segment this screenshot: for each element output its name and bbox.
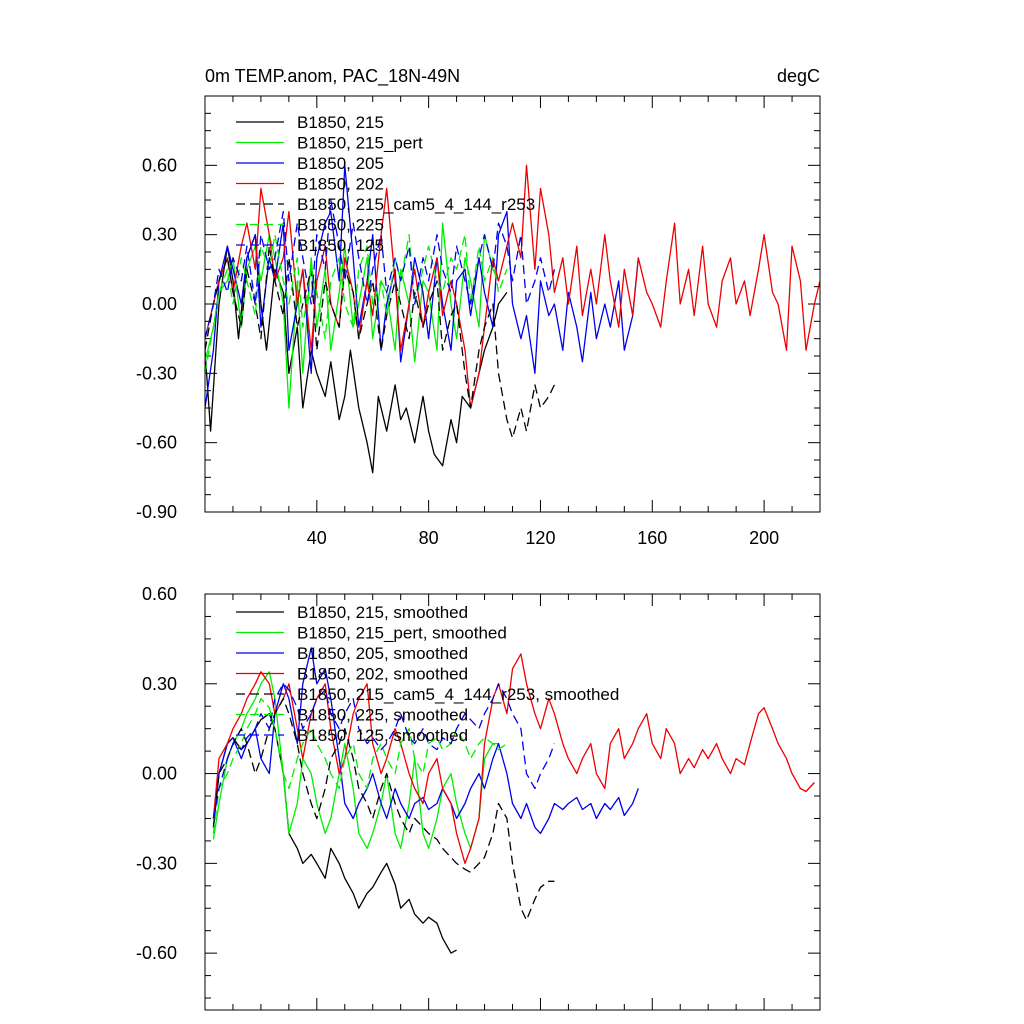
y-tick-label: -0.30 [136, 363, 177, 383]
legend-label: B1850, 215_pert, smoothed [297, 624, 507, 643]
top-plot-area: -0.90 -0.60 -0.30 0.00 0.30 0.60 40 80 120 160 200… [136, 95, 820, 548]
legend-label: B1850, 225, smoothed [297, 706, 468, 725]
legend-label: B1850, 215_cam5_4_144_r253 [297, 195, 535, 214]
top-plot-frame [204, 95, 821, 513]
y-tick-label: 0.30 [142, 674, 177, 694]
legend-label: B1850, 202 [297, 175, 384, 194]
bottom-plot-frame [204, 593, 821, 1011]
legend-label: B1850, 202, smoothed [297, 665, 468, 684]
series-line [205, 199, 556, 339]
series-line [205, 245, 555, 439]
legend-label: B1850, 215_pert [297, 134, 423, 153]
y-tick-label: -0.30 [136, 853, 177, 873]
y-tick-label: 0.60 [142, 155, 177, 175]
series-line [205, 164, 820, 409]
x-tick-label: 120 [525, 528, 555, 548]
legend-label: B1850, 225 [297, 216, 384, 235]
legend-label: B1850, 125, smoothed [297, 726, 468, 745]
series-line [212, 683, 556, 819]
bottom-panel: -0.60 -0.30 0.00 0.30 0.60 B1850, 215, smooth… [136, 584, 821, 1011]
series-line [205, 234, 508, 374]
top-panel-title: 0m TEMP.anom, PAC_18N-49N [205, 66, 460, 87]
legend-label: B1850, 215, smoothed [297, 603, 468, 622]
x-tick-label: 200 [749, 528, 779, 548]
y-tick-label: -0.60 [136, 433, 177, 453]
series-group [205, 164, 820, 474]
series-line [205, 164, 639, 409]
y-tick-label: 0.00 [142, 764, 177, 784]
x-tick-label: 40 [307, 528, 327, 548]
series-line [212, 647, 639, 835]
legend-label: B1850, 205, smoothed [297, 644, 468, 663]
x-tick-label: 160 [637, 528, 667, 548]
y-tick-label: 0.60 [142, 584, 177, 604]
series-group [212, 647, 815, 954]
legend-label: B1850, 125 [297, 236, 384, 255]
top-panel: 0m TEMP.anom, PAC_18N-49N degC -0.90 -0.6… [136, 66, 821, 548]
y-tick-label: -0.60 [136, 943, 177, 963]
y-tick-label: -0.90 [136, 502, 177, 522]
y-tick-label: 0.00 [142, 294, 177, 314]
legend-label: B1850, 215_cam5_4_144_r253, smoothed [297, 685, 619, 704]
x-tick-label: 80 [419, 528, 439, 548]
y-tick-label: 0.30 [142, 225, 177, 245]
bottom-plot-area: -0.60 -0.30 0.00 0.30 0.60 B1850, 215, smooth… [136, 584, 820, 1010]
legend-label: B1850, 205 [297, 154, 384, 173]
legend-label: B1850, 215 [297, 113, 384, 132]
top-panel-units: degC [777, 66, 820, 86]
series-line [212, 698, 555, 921]
